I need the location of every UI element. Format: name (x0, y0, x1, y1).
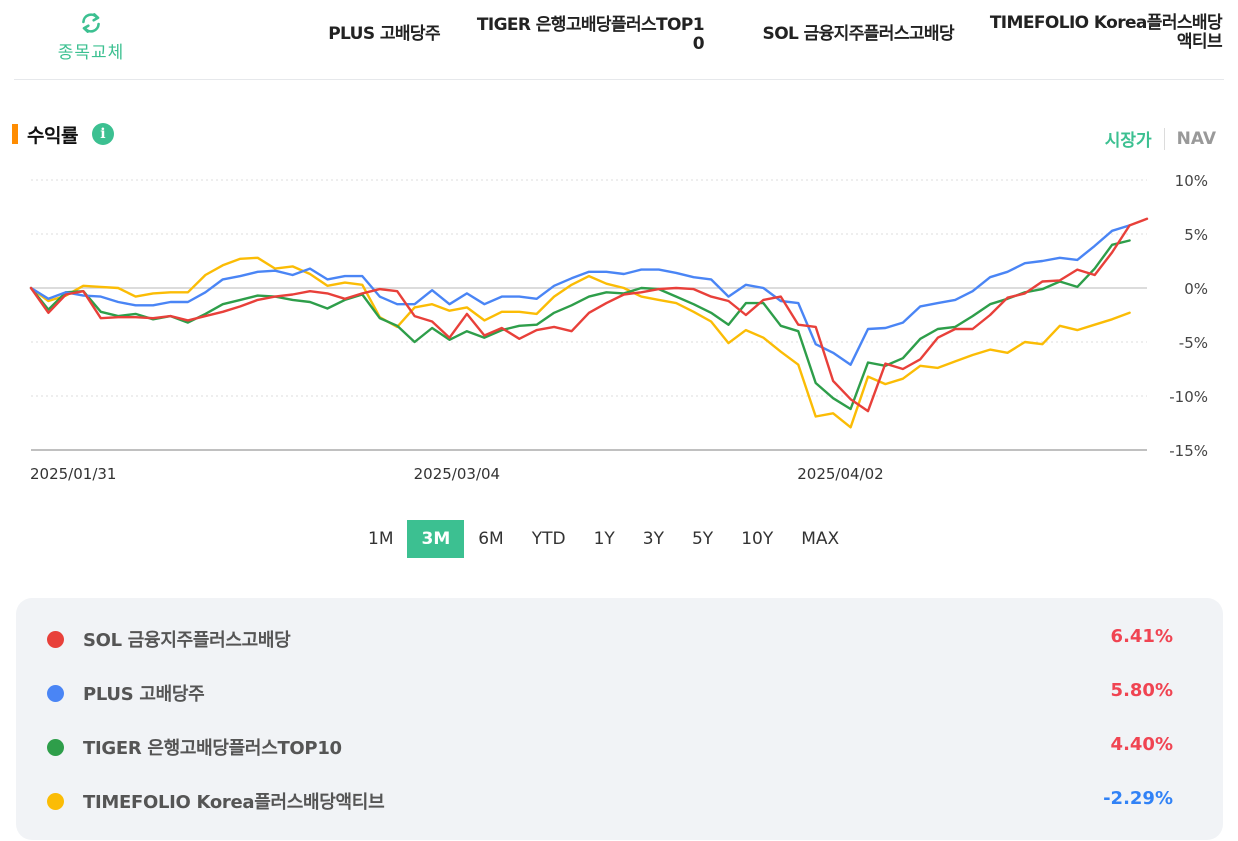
x-tick-label: 2025/01/31 (30, 465, 116, 483)
period-ytd-button[interactable]: YTD (531, 529, 566, 549)
series-line-3 (29, 256, 1131, 429)
series-line-2 (29, 239, 1131, 411)
etf-name-sol: SOL 금융지주플러스고배당 (762, 24, 955, 44)
series-line-1 (29, 224, 1131, 366)
etf-name-timefolio: TIMEFOLIO Korea플러스배당 액티브 (989, 13, 1223, 52)
returns-legend: SOL 금융지주플러스고배당 6.41% PLUS 고배당주 5.80% TIGER 은… (16, 598, 1223, 840)
section-accent-bar (12, 124, 18, 144)
legend-color-dot (47, 631, 64, 648)
period-selector: 1M 3M 6M YTD 1Y 3Y 5Y 10Y MAX (354, 520, 853, 558)
toggle-divider (1163, 127, 1165, 150)
nav-tab[interactable]: NAV (1176, 128, 1216, 149)
legend-row: PLUS 고배당주 5.80% (16, 652, 1223, 706)
legend-etf-name: TIGER 은행고배당플러스TOP10 (83, 738, 342, 759)
market-price-tab[interactable]: 시장가 (1104, 131, 1152, 151)
y-tick-label: -10% (1169, 388, 1208, 406)
refresh-icon (82, 13, 100, 33)
x-tick-label: 2025/04/02 (797, 465, 883, 483)
legend-return-value: -2.29% (1103, 788, 1173, 809)
etf-name-plus: PLUS 고배당주 (328, 24, 440, 44)
legend-return-value: 6.41% (1110, 626, 1173, 647)
info-icon[interactable]: i (91, 123, 114, 145)
period-1y-button[interactable]: 1Y (593, 529, 615, 549)
legend-etf-name: SOL 금융지주플러스고배당 (83, 630, 291, 651)
period-max-button[interactable]: MAX (801, 529, 840, 549)
section-title: 수익률 (27, 124, 78, 147)
legend-color-dot (47, 685, 64, 702)
y-tick-label: 5% (1184, 226, 1208, 244)
returns-section-header: 수익률 i (12, 120, 114, 148)
price-type-toggle: 시장가 NAV (1105, 126, 1216, 151)
legend-row: TIGER 은행고배당플러스TOP10 4.40% (16, 706, 1223, 760)
legend-row: TIMEFOLIO Korea플러스배당액티브 -2.29% (16, 760, 1223, 814)
etf-name-tiger: TIGER 은행고배당플러스TOP1 0 (476, 15, 705, 54)
y-tick-label: 0% (1184, 280, 1208, 298)
legend-color-dot (47, 793, 64, 810)
swap-etf-button[interactable]: 종목교체 (46, 10, 136, 63)
y-tick-label: -15% (1169, 442, 1208, 460)
legend-etf-name: TIMEFOLIO Korea플러스배당액티브 (83, 792, 385, 813)
period-5y-button[interactable]: 5Y (691, 529, 714, 549)
y-tick-label: -5% (1179, 334, 1208, 352)
legend-row: SOL 금융지주플러스고배당 6.41% (16, 598, 1223, 652)
legend-etf-name: PLUS 고배당주 (83, 684, 205, 705)
legend-return-value: 4.40% (1110, 734, 1173, 755)
returns-line-chart: 10% 5% 0% -5% -10% -15% 2025/01/31 2025/03/04 20… (29, 172, 1208, 483)
series-line-0 (29, 217, 1149, 413)
period-10y-button[interactable]: 10Y (741, 529, 774, 549)
period-1m-button[interactable]: 1M (368, 529, 394, 549)
etf-compare-header: 종목교체 PLUS 고배당주 TIGER 은행고배당플러스TOP1 0 SOL … (14, 0, 1224, 80)
period-3y-button[interactable]: 3Y (642, 529, 664, 549)
swap-etf-label: 종목교체 (57, 43, 125, 63)
legend-color-dot (47, 739, 64, 756)
x-tick-label: 2025/03/04 (414, 465, 500, 483)
legend-return-value: 5.80% (1110, 680, 1173, 701)
period-6m-button[interactable]: 6M (478, 529, 504, 549)
y-tick-label: 10% (1175, 172, 1208, 190)
period-3m-button[interactable]: 3M (407, 520, 465, 558)
